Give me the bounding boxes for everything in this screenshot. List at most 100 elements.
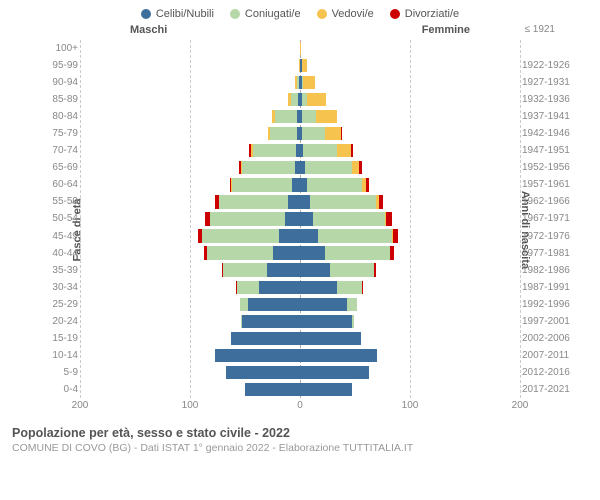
female-bar xyxy=(300,144,520,157)
pyramid-rows: 100+95-991922-192690-941927-193185-89193… xyxy=(80,40,520,398)
legend-item: Coniugati/e xyxy=(230,8,301,20)
x-tick: 100 xyxy=(182,400,199,411)
pyramid-row: 100+ xyxy=(80,40,520,57)
pyramid-row: 10-142007-2011 xyxy=(80,347,520,364)
male-bar xyxy=(80,212,300,225)
x-tick: 200 xyxy=(72,400,89,411)
bar-segment xyxy=(242,315,300,328)
age-label: 95-99 xyxy=(46,60,78,71)
bar-segment xyxy=(307,178,362,191)
header-male: Maschi xyxy=(130,24,167,36)
birth-year-label: 1927-1931 xyxy=(522,77,582,88)
gridline xyxy=(520,40,521,398)
chart-footer: Popolazione per età, sesso e stato civil… xyxy=(0,420,600,454)
female-bar xyxy=(300,195,520,208)
pyramid-row: 60-641957-1961 xyxy=(80,176,520,193)
age-label: 75-79 xyxy=(46,128,78,139)
birth-year-label: 1947-1951 xyxy=(522,145,582,156)
birth-year-label: 2017-2021 xyxy=(522,384,582,395)
age-label: 55-59 xyxy=(46,196,78,207)
male-bar xyxy=(80,93,300,106)
age-label: 80-84 xyxy=(46,111,78,122)
bar-segment xyxy=(390,246,394,259)
bar-segment xyxy=(240,298,248,311)
bar-segment xyxy=(374,263,376,276)
female-bar xyxy=(300,332,520,345)
male-bar xyxy=(80,161,300,174)
bar-segment xyxy=(291,93,299,106)
bar-segment xyxy=(300,229,318,242)
bar-segment xyxy=(300,178,307,191)
female-bar xyxy=(300,366,520,379)
male-bar xyxy=(80,298,300,311)
bar-segment xyxy=(362,281,363,294)
pyramid-row: 30-341987-1991 xyxy=(80,279,520,296)
birth-year-label: 1942-1946 xyxy=(522,128,582,139)
male-bar xyxy=(80,281,300,294)
age-label: 5-9 xyxy=(46,367,78,378)
male-bar xyxy=(80,366,300,379)
age-label: 100+ xyxy=(46,43,78,54)
bar-segment xyxy=(279,229,300,242)
bar-segment xyxy=(223,263,267,276)
birth-year-label: 1967-1971 xyxy=(522,213,582,224)
bar-segment xyxy=(352,315,354,328)
bar-segment xyxy=(330,263,374,276)
birth-year-label: 2012-2016 xyxy=(522,367,582,378)
female-bar xyxy=(300,246,520,259)
x-tick: 200 xyxy=(512,400,529,411)
pyramid-row: 35-391982-1986 xyxy=(80,262,520,279)
pyramid-row: 50-541967-1971 xyxy=(80,210,520,227)
pyramid-row: 65-691952-1956 xyxy=(80,159,520,176)
birth-year-label: 1957-1961 xyxy=(522,179,582,190)
pyramid-row: 85-891932-1936 xyxy=(80,91,520,108)
female-bar xyxy=(300,263,520,276)
bar-segment xyxy=(347,298,357,311)
bar-segment xyxy=(337,144,350,157)
bar-segment xyxy=(202,229,279,242)
legend-swatch xyxy=(141,9,151,19)
female-bar xyxy=(300,349,520,362)
age-label: 65-69 xyxy=(46,162,78,173)
bar-segment xyxy=(337,281,362,294)
legend-label: Celibi/Nubili xyxy=(156,8,214,20)
bar-segment xyxy=(303,76,315,89)
bar-segment xyxy=(302,110,316,123)
chart-title: Popolazione per età, sesso e stato civil… xyxy=(12,426,588,440)
bar-segment xyxy=(302,59,306,72)
bar-segment xyxy=(242,161,294,174)
bar-segment xyxy=(300,298,347,311)
bar-segment xyxy=(366,178,369,191)
female-bar xyxy=(300,281,520,294)
legend-label: Divorziati/e xyxy=(405,8,459,20)
x-tick: 100 xyxy=(402,400,419,411)
bar-segment xyxy=(300,263,330,276)
male-bar xyxy=(80,315,300,328)
bar-segment xyxy=(288,195,300,208)
birth-year-label: 1982-1986 xyxy=(522,265,582,276)
birth-year-label: 1962-1966 xyxy=(522,196,582,207)
birth-year-label: 1987-1991 xyxy=(522,282,582,293)
age-label: 15-19 xyxy=(46,333,78,344)
male-bar xyxy=(80,127,300,140)
bar-segment xyxy=(300,212,313,225)
legend: Celibi/NubiliConiugati/eVedovi/eDivorzia… xyxy=(0,0,600,24)
bar-segment xyxy=(318,229,392,242)
age-label: 40-44 xyxy=(46,248,78,259)
bar-segment xyxy=(219,195,288,208)
bar-segment xyxy=(351,144,353,157)
birth-year-label: 2002-2006 xyxy=(522,333,582,344)
bar-segment xyxy=(245,383,300,396)
pyramid-row: 0-42017-2021 xyxy=(80,381,520,398)
bar-segment xyxy=(341,127,342,140)
bar-segment xyxy=(300,383,352,396)
female-bar xyxy=(300,161,520,174)
birth-year-label: 1932-1936 xyxy=(522,94,582,105)
bar-segment xyxy=(325,246,390,259)
age-label: 30-34 xyxy=(46,282,78,293)
male-bar xyxy=(80,229,300,242)
age-label: 20-24 xyxy=(46,316,78,327)
bar-segment xyxy=(386,212,392,225)
x-axis: 2001000100200 xyxy=(80,400,520,420)
bar-segment xyxy=(275,110,297,123)
